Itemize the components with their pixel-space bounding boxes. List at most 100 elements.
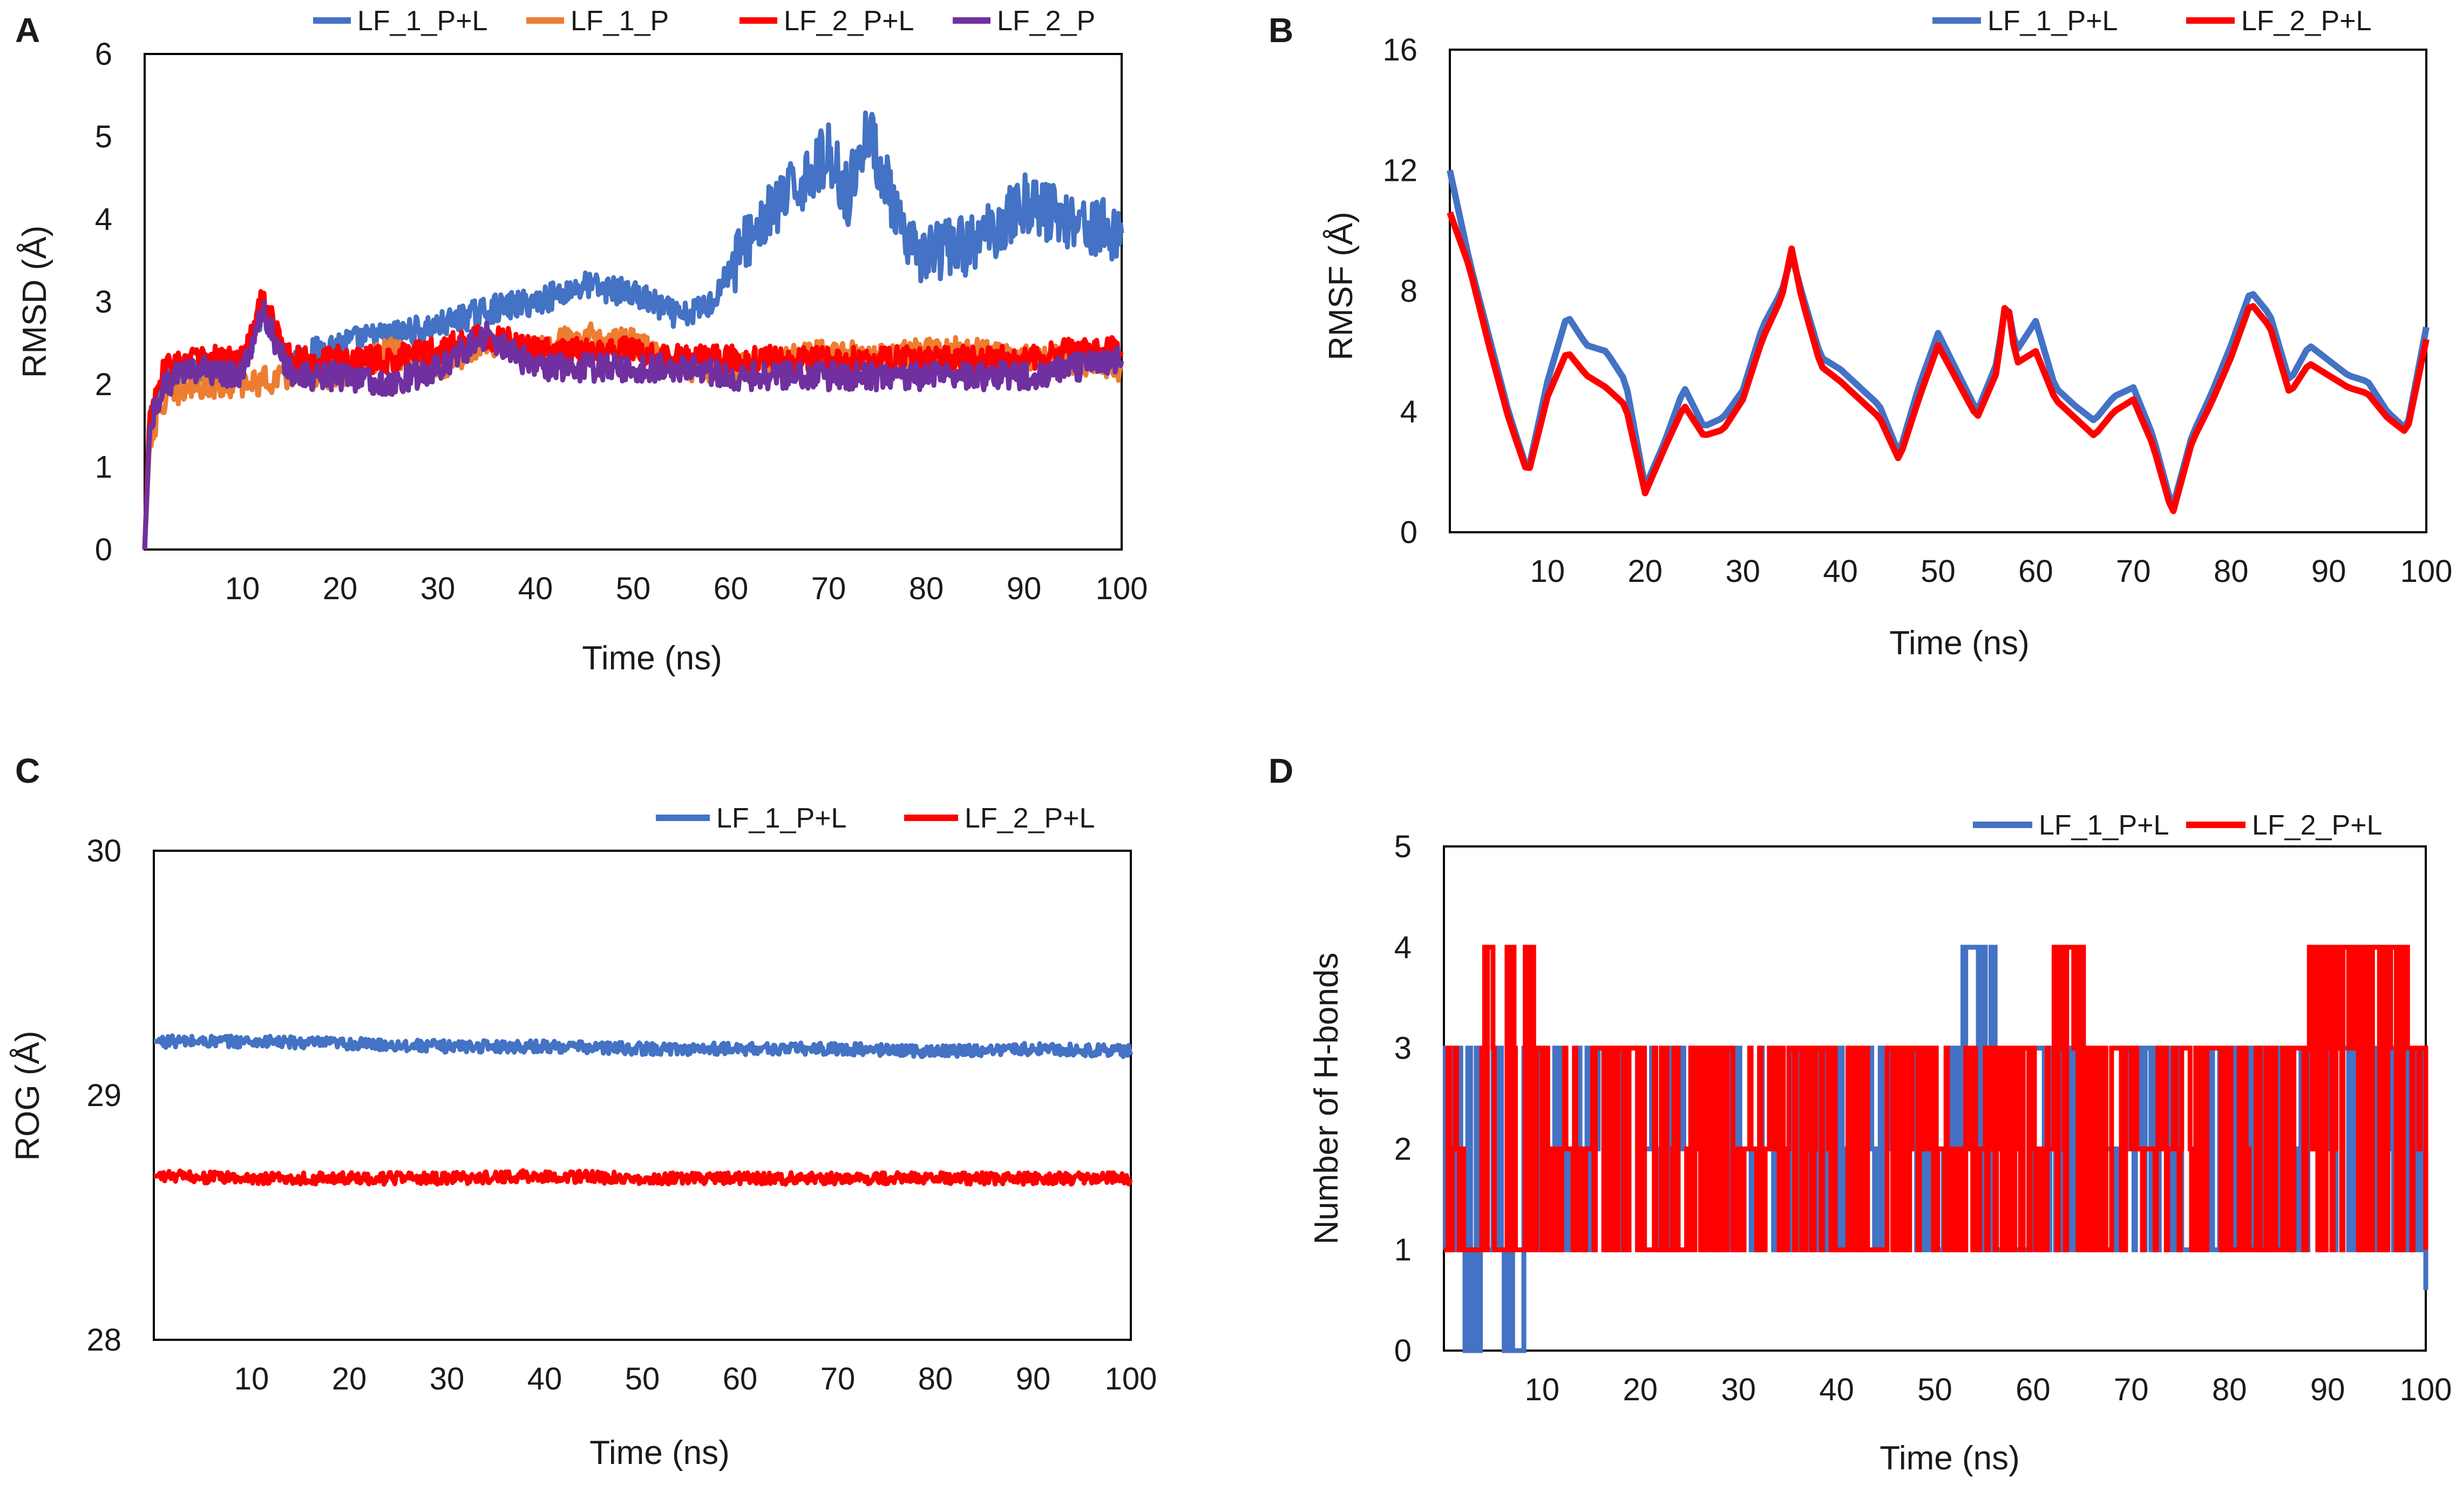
legend-label: LF_2_P [997,5,1095,37]
panel-d-letter: D [1268,751,1293,790]
legend-label: LF_1_P+L [2039,810,2169,841]
panel-c-plot-area [153,850,1132,1341]
y-tick-label: 4 [1394,930,1412,965]
legend-label: LF_1_P [571,5,669,37]
panel-d-axis-ticks: 10 20 30 40 50 60 70 80 90 100 0 1 2 3 4 5 [1394,829,2452,1407]
y-tick-label: 5 [1394,829,1412,864]
panel-d-y-axis-title: Number of H-bonds [1308,952,1345,1244]
x-tick-label: 80 [2212,1372,2247,1407]
legend-label: LF_1_P+L [716,803,846,834]
y-tick-label: 1 [95,450,112,485]
x-tick-label: 90 [1016,1361,1051,1396]
panel-b-series-group [1447,169,2430,514]
panel-c-series-group [152,1033,1134,1187]
x-tick-label: 10 [1525,1372,1560,1407]
panel-c-x-axis-title: Time (ns) [589,1434,729,1472]
y-tick-label: 29 [86,1078,121,1113]
y-tick-label: 8 [1400,274,1417,309]
x-tick-label: 70 [820,1361,856,1396]
x-tick-label: 60 [723,1361,758,1396]
x-tick-label: 100 [2400,554,2453,589]
panel-a-legend: LF_1_P+L LF_1_P LF_2_P+L LF_2_P [313,5,1095,37]
series-line [152,1168,1133,1187]
panel-a-plot-area [144,53,1123,551]
x-tick-label: 70 [2114,1372,2149,1407]
x-tick-label: 100 [1105,1361,1157,1396]
panel-b-x-axis-title: Time (ns) [1889,625,2029,662]
y-tick-label: 3 [1394,1031,1412,1066]
y-tick-label: 2 [95,367,112,402]
x-tick-label: 50 [625,1361,660,1396]
x-tick-label: 20 [1623,1372,1658,1407]
x-tick-label: 20 [332,1361,367,1396]
y-tick-label: 0 [1394,1333,1412,1368]
panel-b-legend: LF_1_P+L LF_2_P+L [1932,5,2371,37]
legend-label: LF_2_P+L [784,5,914,37]
x-tick-label: 70 [2116,554,2151,589]
x-tick-label: 90 [2311,554,2346,589]
panel-b-y-axis-title: RMSF (Å) [1322,212,1360,361]
y-tick-label: 0 [1400,515,1417,550]
x-tick-label: 60 [714,571,749,606]
y-tick-label: 1 [1394,1232,1412,1267]
y-tick-label: 4 [1400,395,1417,430]
legend-label: LF_2_P+L [2252,810,2382,841]
x-tick-label: 100 [2400,1372,2452,1407]
x-tick-label: 50 [1917,1372,1952,1407]
panel-a-y-axis-title: RMSD (Å) [16,226,53,378]
x-tick-label: 30 [430,1361,465,1396]
series-line [152,1033,1134,1059]
series-line [1444,945,2428,1252]
panel-a-x-axis-title: Time (ns) [582,640,722,677]
series-line [1447,169,2430,508]
x-tick-label: 30 [1721,1372,1756,1407]
x-tick-label: 20 [323,571,358,606]
x-tick-label: 60 [2018,554,2053,589]
x-tick-label: 10 [225,571,260,606]
panel-b-letter: B [1268,11,1293,50]
x-tick-label: 80 [918,1361,953,1396]
x-tick-label: 40 [1819,1372,1854,1407]
x-tick-label: 80 [909,571,944,606]
panel-d-x-axis-title: Time (ns) [1880,1440,2019,1477]
legend-label: LF_1_P+L [357,5,487,37]
panel-a-axis-ticks: 10 20 30 40 50 60 70 80 90 100 0 1 2 3 4 5 6 [95,37,1148,606]
panel-a-letter: A [15,11,40,50]
legend-label: LF_2_P+L [2241,5,2371,37]
x-tick-label: 10 [1530,554,1565,589]
panel-b-plot-area [1449,49,2427,533]
x-tick-label: 30 [420,571,456,606]
x-tick-label: 80 [2214,554,2249,589]
panel-c-axis-ticks: 10 20 30 40 50 60 70 80 90 100 28 29 30 [86,833,1157,1396]
x-tick-label: 90 [2310,1372,2345,1407]
x-tick-label: 20 [1628,554,1663,589]
y-tick-label: 4 [95,202,112,237]
x-tick-label: 40 [1823,554,1858,589]
panel-d-legend: LF_1_P+L LF_2_P+L [1973,810,2382,841]
panel-a-series-group [142,110,1124,550]
y-tick-label: 6 [95,37,112,72]
y-tick-label: 2 [1394,1131,1412,1167]
y-tick-label: 3 [95,284,112,320]
x-tick-label: 100 [1096,571,1148,606]
series-line [1447,211,2430,514]
x-tick-label: 10 [234,1361,269,1396]
panel-a-rmsd-chart: A 10 20 30 40 50 60 70 80 90 100 0 1 2 3 4 5 6 Time (ns)… [15,5,1148,677]
x-tick-label: 50 [1921,554,1956,589]
series-line [142,300,1124,550]
x-tick-label: 60 [2016,1372,2051,1407]
legend-label: LF_2_P+L [965,803,1095,834]
panel-c-y-axis-title: ROG (Å) [9,1030,46,1161]
y-tick-label: 30 [86,833,121,869]
x-tick-label: 90 [1007,571,1042,606]
x-tick-label: 40 [527,1361,562,1396]
panel-c-letter: C [15,751,40,790]
x-tick-label: 70 [811,571,846,606]
y-tick-label: 16 [1382,32,1417,67]
x-tick-label: 50 [616,571,651,606]
legend-label: LF_1_P+L [1987,5,2118,37]
